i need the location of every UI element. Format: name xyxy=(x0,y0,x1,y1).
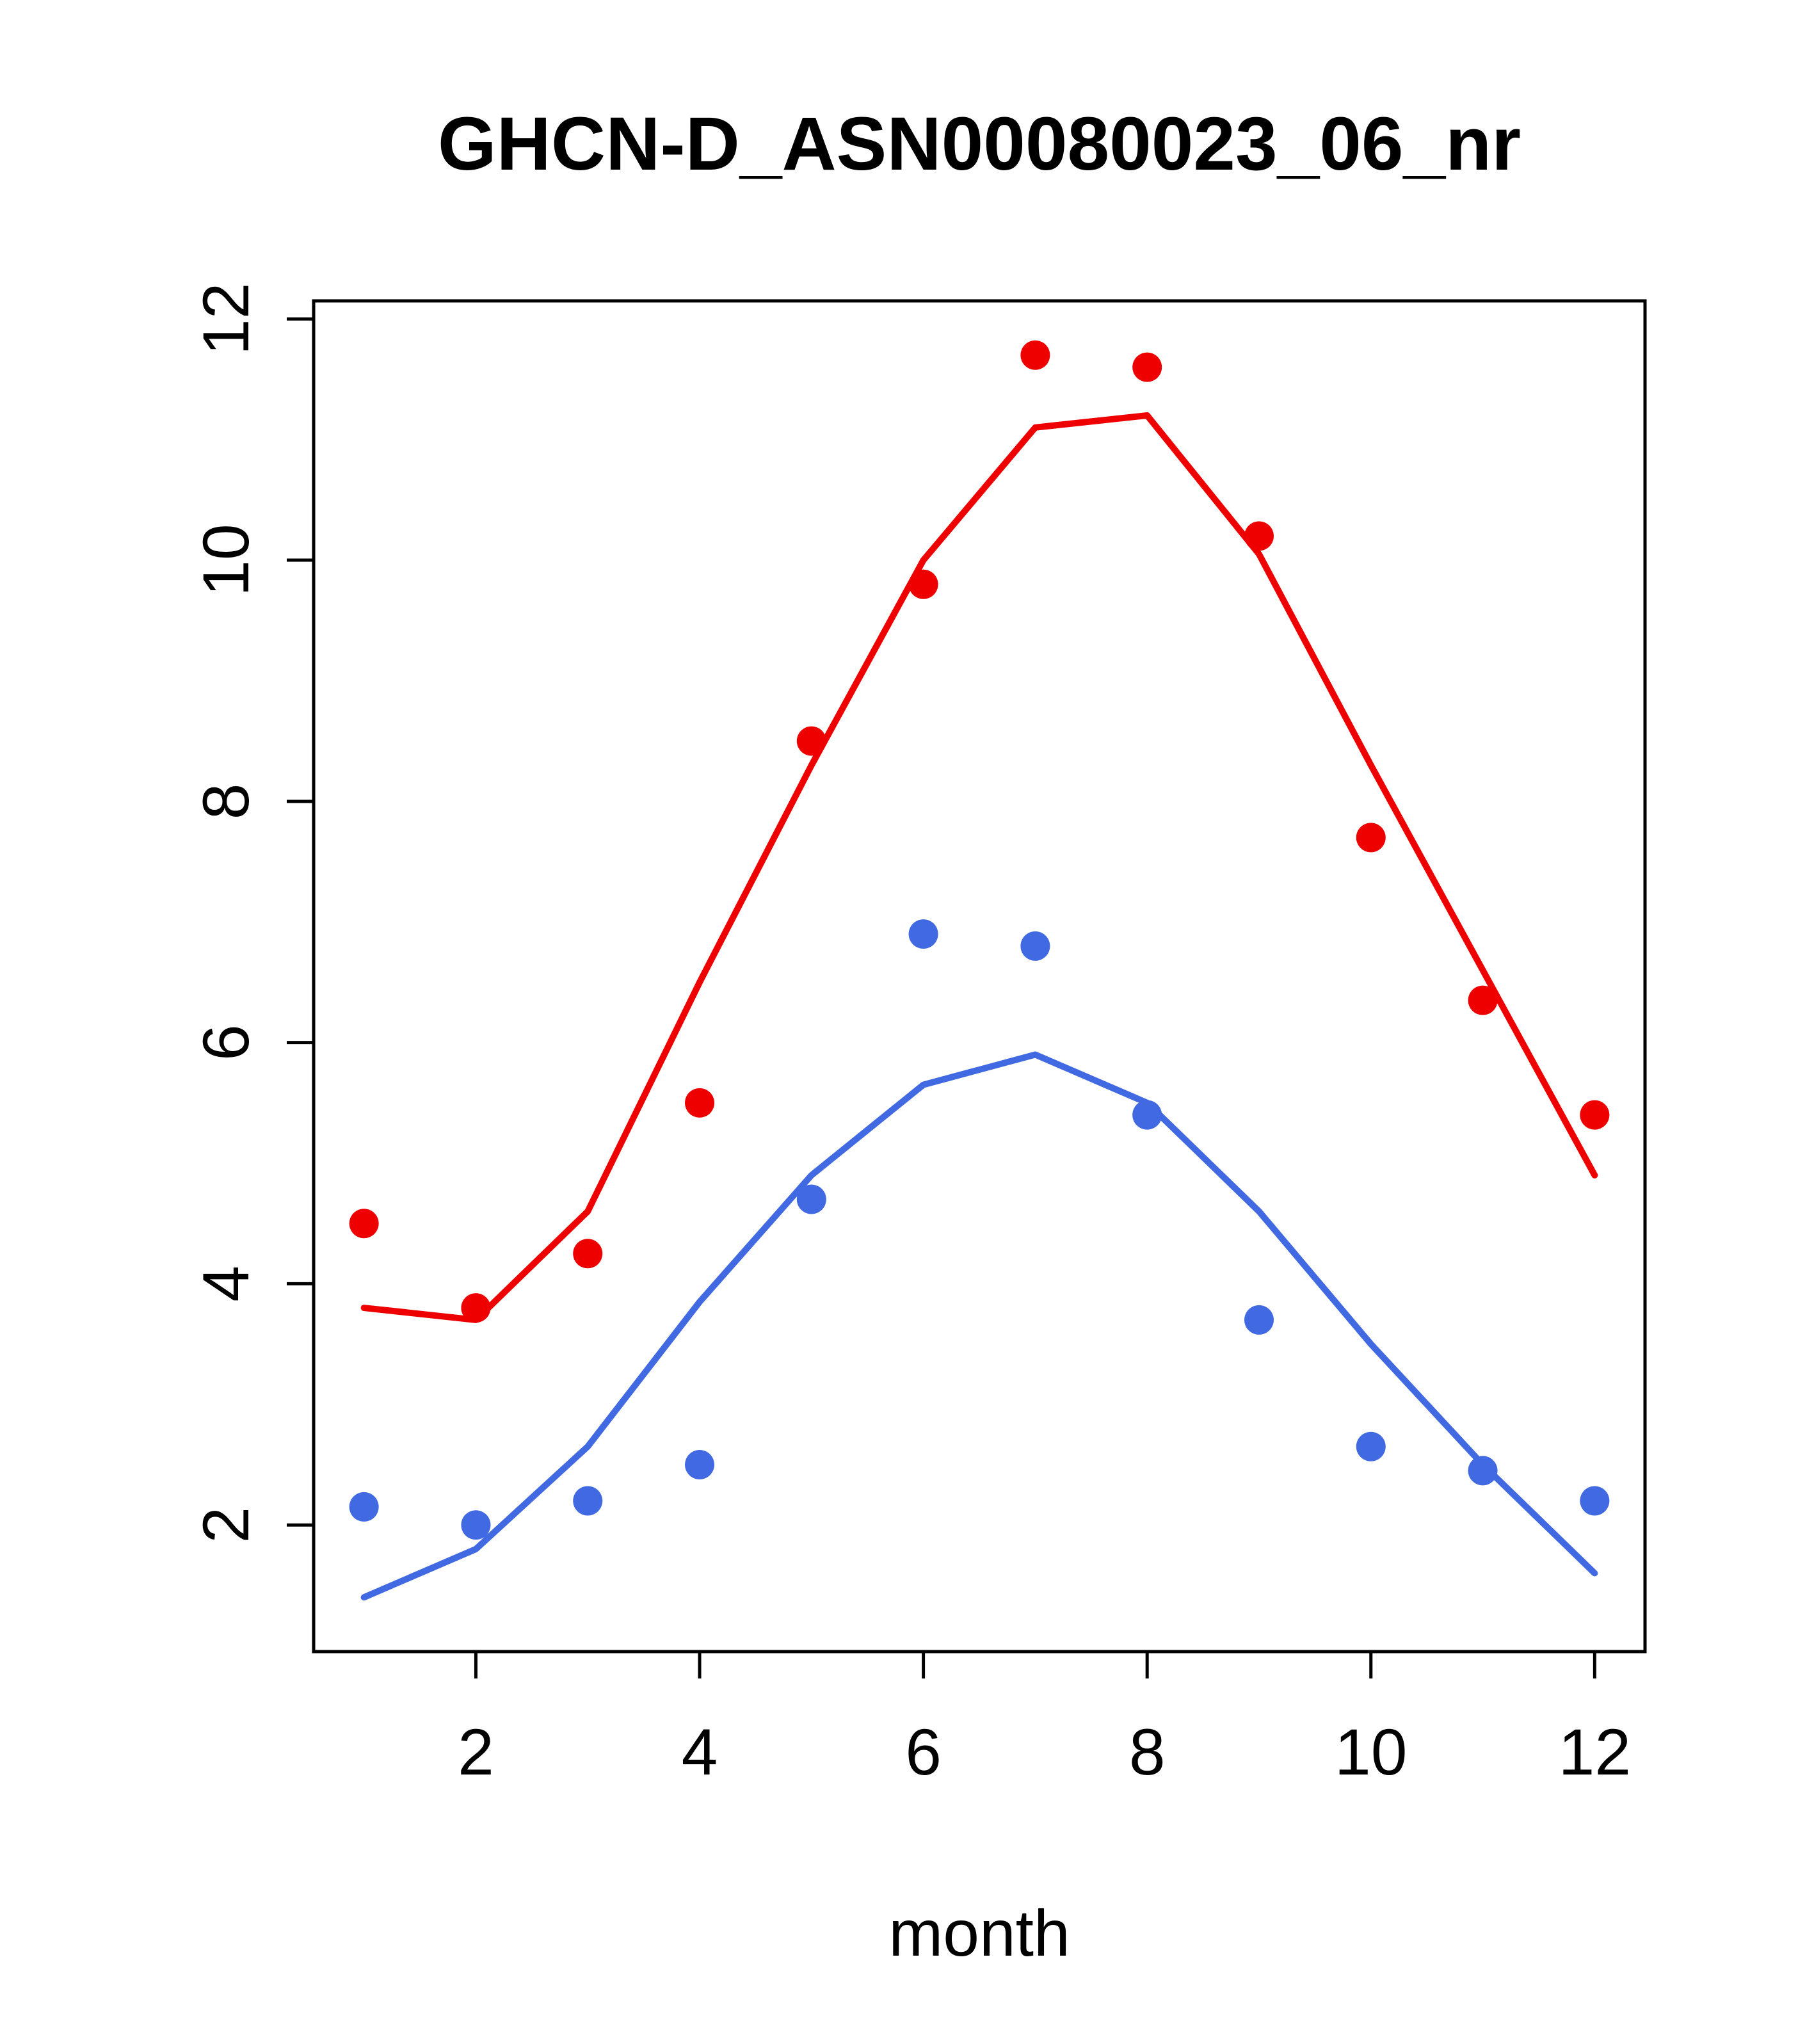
y-tick-label: 8 xyxy=(189,783,262,819)
blue-point xyxy=(685,1449,715,1479)
y-tick-label: 4 xyxy=(189,1266,262,1302)
y-tick-label: 10 xyxy=(189,524,262,596)
x-tick-label: 2 xyxy=(458,1716,494,1789)
blue-point xyxy=(1356,1431,1386,1461)
x-tick-label: 6 xyxy=(905,1716,942,1789)
x-tick-label: 12 xyxy=(1559,1716,1631,1789)
x-tick-label: 8 xyxy=(1129,1716,1166,1789)
y-tick-label: 2 xyxy=(189,1507,262,1543)
blue-point xyxy=(796,1184,826,1214)
red-point xyxy=(1356,823,1386,853)
red-point xyxy=(685,1088,715,1118)
blue-point xyxy=(461,1510,491,1540)
red-point xyxy=(1020,340,1050,370)
x-axis-label: month xyxy=(888,1897,1070,1970)
red-point xyxy=(796,726,826,756)
blue-point xyxy=(1244,1305,1274,1335)
red-point xyxy=(1244,521,1274,551)
x-tick-label: 4 xyxy=(682,1716,718,1789)
red-point xyxy=(1132,352,1162,382)
red-point xyxy=(461,1293,491,1323)
blue-line xyxy=(360,1051,1598,1601)
y-tick-label: 6 xyxy=(189,1024,262,1061)
blue-point xyxy=(1020,931,1050,961)
blue-point xyxy=(908,919,938,949)
blue-point xyxy=(1468,1456,1498,1486)
red-point xyxy=(573,1239,603,1269)
red-point xyxy=(1468,985,1498,1015)
blue-point xyxy=(573,1486,603,1516)
plot-box xyxy=(312,299,1647,1654)
red-point xyxy=(349,1209,379,1239)
red-point xyxy=(1580,1100,1610,1130)
chart-title: GHCN-D_ASN00080023_06_nr xyxy=(438,102,1521,186)
x-tick-label: 10 xyxy=(1335,1716,1407,1789)
y-axis: 2 4 6 8 10 12 xyxy=(189,283,314,1543)
blue-point xyxy=(1580,1486,1610,1516)
y-tick-label: 12 xyxy=(189,283,262,355)
x-axis: 2 4 6 8 10 12 xyxy=(458,1652,1631,1789)
blue-point xyxy=(1132,1100,1162,1130)
red-point xyxy=(908,569,938,599)
blue-point xyxy=(349,1492,379,1522)
series-group xyxy=(349,340,1610,1601)
red-line xyxy=(360,412,1598,1323)
